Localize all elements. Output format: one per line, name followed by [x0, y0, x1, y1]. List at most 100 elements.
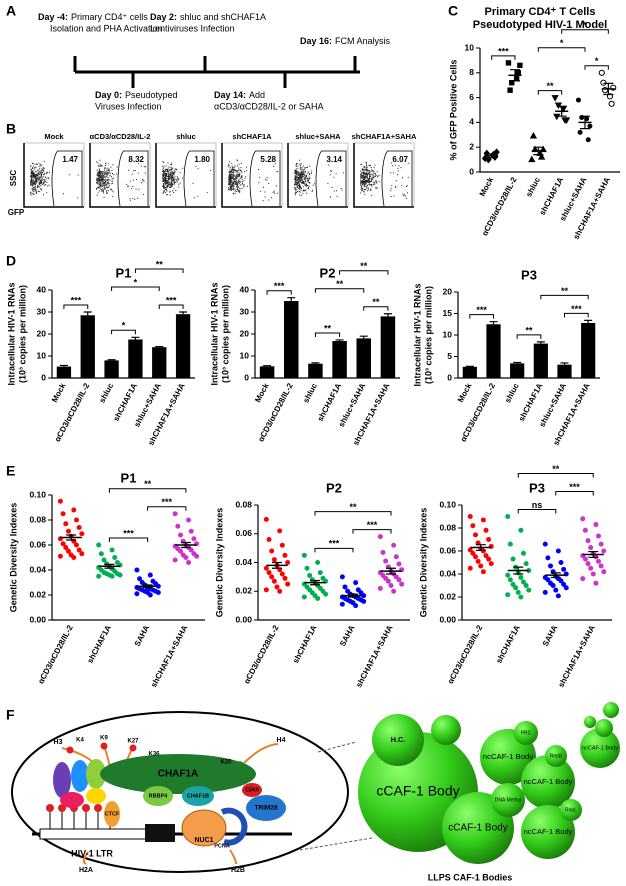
diagram-label: H4 [277, 737, 286, 744]
diagram-label: H3 [54, 739, 63, 746]
point [545, 555, 551, 561]
error-bar [142, 584, 153, 589]
significance-bracket [363, 306, 389, 311]
point [274, 584, 280, 590]
point [285, 581, 291, 587]
significance-label: *** [476, 305, 487, 315]
bar [462, 366, 477, 378]
significance-bracket [63, 304, 89, 309]
error-bar [311, 362, 320, 364]
diagram-label: CTCF [105, 811, 120, 817]
x-tick-label: shCHAF1A+SAHA [556, 624, 597, 689]
gate-percent: 3.14 [326, 155, 342, 164]
axis-line [479, 48, 620, 173]
significance-label: *** [367, 520, 378, 530]
plot-axes [353, 143, 414, 208]
panel-label: B [6, 121, 16, 137]
point [598, 541, 604, 547]
scatter-cloud [30, 160, 79, 199]
scatter-cloud [162, 161, 212, 199]
event-line: Primary CD4⁺ cells [71, 12, 148, 22]
protein [86, 788, 106, 804]
point [178, 532, 184, 538]
point [396, 561, 402, 567]
llps-sphere [514, 721, 538, 745]
point [266, 537, 272, 542]
x-tick-label: Mock [478, 175, 496, 198]
point [507, 87, 513, 93]
point [587, 123, 593, 129]
point [473, 532, 478, 538]
error-bar [348, 593, 358, 598]
y-tick-label: 15 [443, 308, 453, 318]
protein [86, 759, 106, 789]
body-label: ncCAF-1 Body [524, 777, 573, 786]
diagram-label: HIV-1 LTR [71, 848, 113, 858]
point [60, 541, 66, 547]
diagram-label: K20 [220, 760, 232, 766]
point [339, 574, 345, 580]
point [96, 542, 102, 548]
point [554, 102, 563, 110]
diagram-label: CHAF1A [158, 769, 199, 780]
chromatin-diagram [11, 711, 373, 873]
diagram-label: TRIM28 [254, 805, 278, 812]
point [315, 595, 321, 601]
point [561, 581, 567, 587]
x-tick-label: shCHAF1A [494, 624, 522, 665]
point [358, 590, 364, 596]
bar [380, 316, 396, 378]
error-bar [489, 321, 498, 325]
body-label: RepL [565, 807, 577, 813]
x-tick-label: shCHAF1A [111, 382, 139, 423]
plot-axes [23, 143, 84, 208]
significance-bracket [314, 511, 392, 516]
event-line: Isolation and PHA Activation [50, 23, 163, 33]
significance-bracket [108, 488, 187, 493]
chart-title: P1 [116, 265, 132, 280]
significance-label: * [583, 20, 587, 30]
error-bar [107, 359, 116, 361]
y-tick-label: 0.06 [235, 528, 252, 538]
gate [117, 150, 149, 207]
point [279, 571, 285, 577]
point [186, 517, 192, 523]
timeline [73, 56, 360, 88]
significance-label: *** [571, 304, 582, 314]
y-tick-label: 0.00 [235, 614, 252, 624]
significance-bracket [352, 529, 392, 534]
significance-bracket [339, 270, 389, 275]
point [528, 155, 536, 163]
x-tick-label: shluc [97, 381, 115, 404]
y-axis-label: Genetic Diversity Indexes [8, 503, 18, 613]
plot-name: Mock [44, 132, 64, 141]
significance-bracket [147, 506, 187, 511]
point [380, 549, 386, 555]
point [65, 528, 71, 534]
gate-percent: 6.07 [392, 155, 408, 164]
y-tick-label: 20 [37, 328, 47, 338]
point [486, 537, 492, 542]
chart-subtitle: Pseudotyped HIV-1 Model [473, 19, 607, 31]
point [345, 588, 351, 594]
point [101, 557, 107, 563]
point [486, 556, 492, 562]
point [186, 560, 192, 565]
y-tick-label: 6 [469, 92, 474, 102]
point [320, 575, 326, 581]
point [545, 577, 551, 583]
point [183, 555, 189, 560]
point [529, 132, 538, 139]
significance-bracket [111, 286, 160, 291]
plot-axes [221, 143, 282, 208]
error-bar [180, 541, 191, 549]
chart-title: P1 [121, 470, 137, 485]
panel-label: D [6, 253, 16, 269]
point [315, 560, 321, 565]
point [355, 587, 361, 593]
point [269, 548, 275, 554]
bar [284, 301, 299, 378]
plot-axes [89, 143, 150, 208]
point [155, 590, 161, 595]
significance-bracket [108, 537, 149, 542]
